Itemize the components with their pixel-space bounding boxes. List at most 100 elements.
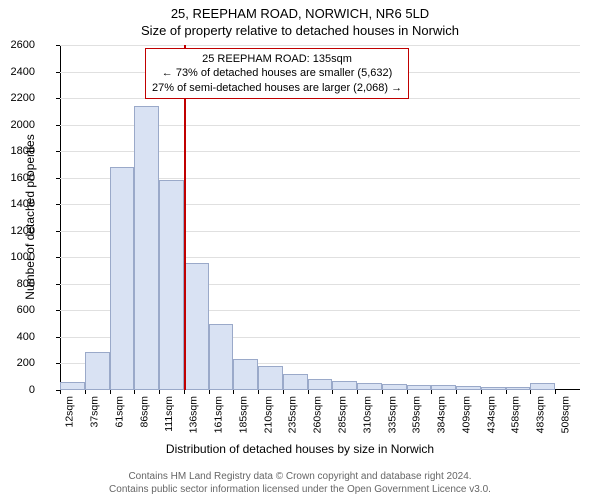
- y-tick-label: 1600: [0, 172, 35, 184]
- x-tick-mark: [357, 390, 358, 394]
- x-tick-mark: [332, 390, 333, 394]
- x-tick-mark: [481, 390, 482, 394]
- y-tick-label: 2200: [0, 92, 35, 104]
- y-tick-mark: [56, 125, 60, 126]
- histogram-bar: [506, 387, 531, 390]
- x-tick-mark: [555, 390, 556, 394]
- histogram-bar: [209, 324, 234, 390]
- grid-line: [60, 45, 580, 46]
- histogram-bar: [110, 167, 135, 390]
- x-tick-mark: [233, 390, 234, 394]
- x-tick-label: 235sqm: [287, 396, 299, 433]
- x-tick-label: 483sqm: [534, 396, 546, 433]
- x-tick-label: 12sqm: [64, 396, 76, 428]
- x-tick-label: 210sqm: [262, 396, 274, 433]
- y-tick-label: 2000: [0, 119, 35, 131]
- histogram-bar: [283, 374, 308, 390]
- x-tick-label: 434sqm: [485, 396, 497, 433]
- x-tick-label: 458sqm: [510, 396, 522, 433]
- x-tick-mark: [407, 390, 408, 394]
- histogram-bar: [308, 379, 333, 390]
- histogram-chart: 12sqm37sqm61sqm86sqm111sqm136sqm161sqm18…: [60, 45, 580, 390]
- histogram-bar: [382, 384, 407, 390]
- histogram-bar: [85, 352, 110, 390]
- x-tick-mark: [431, 390, 432, 394]
- histogram-bar: [357, 383, 382, 390]
- histogram-bar: [134, 106, 159, 390]
- x-tick-mark: [159, 390, 160, 394]
- y-tick-label: 0: [0, 384, 35, 396]
- y-tick-label: 400: [0, 331, 35, 343]
- x-tick-mark: [209, 390, 210, 394]
- x-axis-title: Distribution of detached houses by size …: [0, 442, 600, 456]
- histogram-bar: [60, 382, 85, 390]
- y-tick-mark: [56, 204, 60, 205]
- x-tick-label: 508sqm: [559, 396, 571, 433]
- page-title-subtitle: Size of property relative to detached ho…: [0, 21, 600, 38]
- x-tick-mark: [382, 390, 383, 394]
- x-tick-label: 285sqm: [336, 396, 348, 433]
- x-tick-label: 260sqm: [312, 396, 324, 433]
- x-tick-label: 136sqm: [188, 396, 200, 433]
- histogram-bar: [431, 385, 456, 390]
- x-tick-mark: [60, 390, 61, 394]
- x-tick-mark: [258, 390, 259, 394]
- y-tick-label: 1400: [0, 198, 35, 210]
- y-tick-label: 200: [0, 357, 35, 369]
- footer-line-2: Contains public sector information licen…: [0, 484, 600, 497]
- x-tick-label: 359sqm: [411, 396, 423, 433]
- footer-line-1: Contains HM Land Registry data © Crown c…: [0, 471, 600, 484]
- x-tick-mark: [530, 390, 531, 394]
- x-tick-mark: [283, 390, 284, 394]
- y-tick-label: 1800: [0, 145, 35, 157]
- y-tick-mark: [56, 310, 60, 311]
- x-tick-mark: [134, 390, 135, 394]
- footer-attribution: Contains HM Land Registry data © Crown c…: [0, 471, 600, 496]
- x-tick-label: 335sqm: [386, 396, 398, 433]
- histogram-bar: [233, 359, 258, 390]
- y-tick-label: 1000: [0, 251, 35, 263]
- x-tick-label: 409sqm: [460, 396, 472, 433]
- histogram-bar: [530, 383, 555, 390]
- x-tick-mark: [308, 390, 309, 394]
- y-tick-mark: [56, 337, 60, 338]
- y-tick-mark: [56, 45, 60, 46]
- y-axis-line: [60, 45, 61, 390]
- y-tick-label: 800: [0, 278, 35, 290]
- x-tick-label: 310sqm: [361, 396, 373, 433]
- y-tick-mark: [56, 72, 60, 73]
- y-tick-mark: [56, 151, 60, 152]
- histogram-bar: [456, 386, 481, 390]
- x-tick-mark: [85, 390, 86, 394]
- y-tick-label: 600: [0, 304, 35, 316]
- x-tick-label: 185sqm: [237, 396, 249, 433]
- x-tick-label: 37sqm: [89, 396, 101, 428]
- histogram-bar: [332, 381, 357, 390]
- histogram-bar: [184, 263, 209, 390]
- x-tick-mark: [506, 390, 507, 394]
- x-tick-mark: [184, 390, 185, 394]
- y-tick-mark: [56, 178, 60, 179]
- info-box-line: 25 REEPHAM ROAD: 135sqm: [152, 52, 402, 66]
- histogram-bar: [481, 387, 506, 390]
- info-box-line: 27% of semi-detached houses are larger (…: [152, 81, 402, 95]
- page-title-address: 25, REEPHAM ROAD, NORWICH, NR6 5LD: [0, 0, 600, 21]
- y-tick-label: 1200: [0, 225, 35, 237]
- property-info-box: 25 REEPHAM ROAD: 135sqm← 73% of detached…: [145, 48, 409, 99]
- histogram-bar: [159, 180, 184, 390]
- x-tick-label: 384sqm: [435, 396, 447, 433]
- x-tick-label: 61sqm: [114, 396, 126, 428]
- x-tick-label: 111sqm: [163, 396, 175, 432]
- y-tick-mark: [56, 363, 60, 364]
- y-tick-mark: [56, 231, 60, 232]
- x-tick-mark: [456, 390, 457, 394]
- y-tick-label: 2600: [0, 39, 35, 51]
- histogram-bar: [407, 385, 432, 390]
- y-tick-mark: [56, 98, 60, 99]
- x-tick-mark: [110, 390, 111, 394]
- info-box-line: ← 73% of detached houses are smaller (5,…: [152, 66, 402, 80]
- x-tick-label: 86sqm: [138, 396, 150, 428]
- y-tick-mark: [56, 257, 60, 258]
- y-tick-label: 2400: [0, 66, 35, 78]
- y-tick-mark: [56, 284, 60, 285]
